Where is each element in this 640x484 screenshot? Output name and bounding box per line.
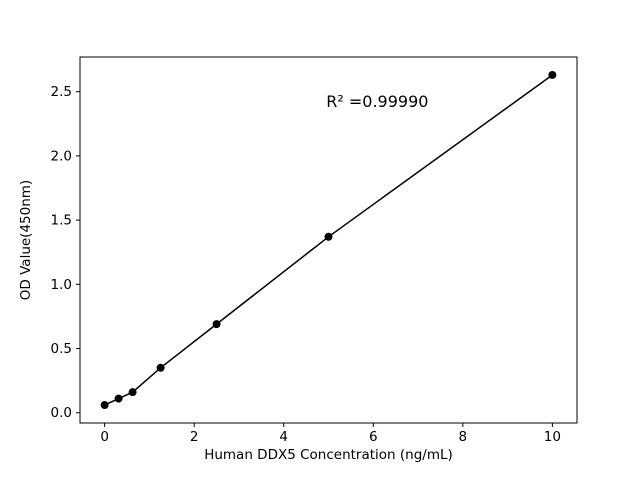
x-axis-label: Human DDX5 Concentration (ng/mL) [204, 447, 453, 463]
y-tick-label: 2.0 [51, 148, 72, 164]
data-point-marker [128, 388, 137, 397]
x-axis: 0 2 4 6 8 10 [100, 423, 561, 445]
x-tick-label: 10 [544, 429, 561, 445]
data-point-marker [114, 394, 123, 403]
y-axis: 0.0 0.5 1.0 1.5 2.0 2.5 [51, 84, 80, 421]
y-tick-label: 1.0 [51, 277, 72, 293]
y-axis-label: OD Value(450nm) [18, 180, 34, 300]
annotation-r-squared: R² =0.99990 [326, 92, 428, 111]
data-points [100, 70, 557, 410]
x-tick-label: 4 [279, 429, 288, 445]
data-point-marker [100, 401, 109, 410]
x-tick-label: 6 [369, 429, 378, 445]
data-point-marker [156, 363, 165, 372]
y-tick-label: 2.5 [51, 84, 72, 100]
data-point-marker [324, 232, 333, 241]
x-tick-label: 8 [459, 429, 468, 445]
y-tick-label: 0.0 [51, 405, 72, 421]
x-tick-label: 2 [190, 429, 199, 445]
y-tick-label: 0.5 [51, 341, 72, 357]
data-point-marker [548, 70, 557, 79]
x-tick-label: 0 [100, 429, 109, 445]
axes-frame [79, 56, 578, 424]
data-point-marker [212, 320, 221, 329]
y-tick-label: 1.5 [51, 213, 72, 229]
